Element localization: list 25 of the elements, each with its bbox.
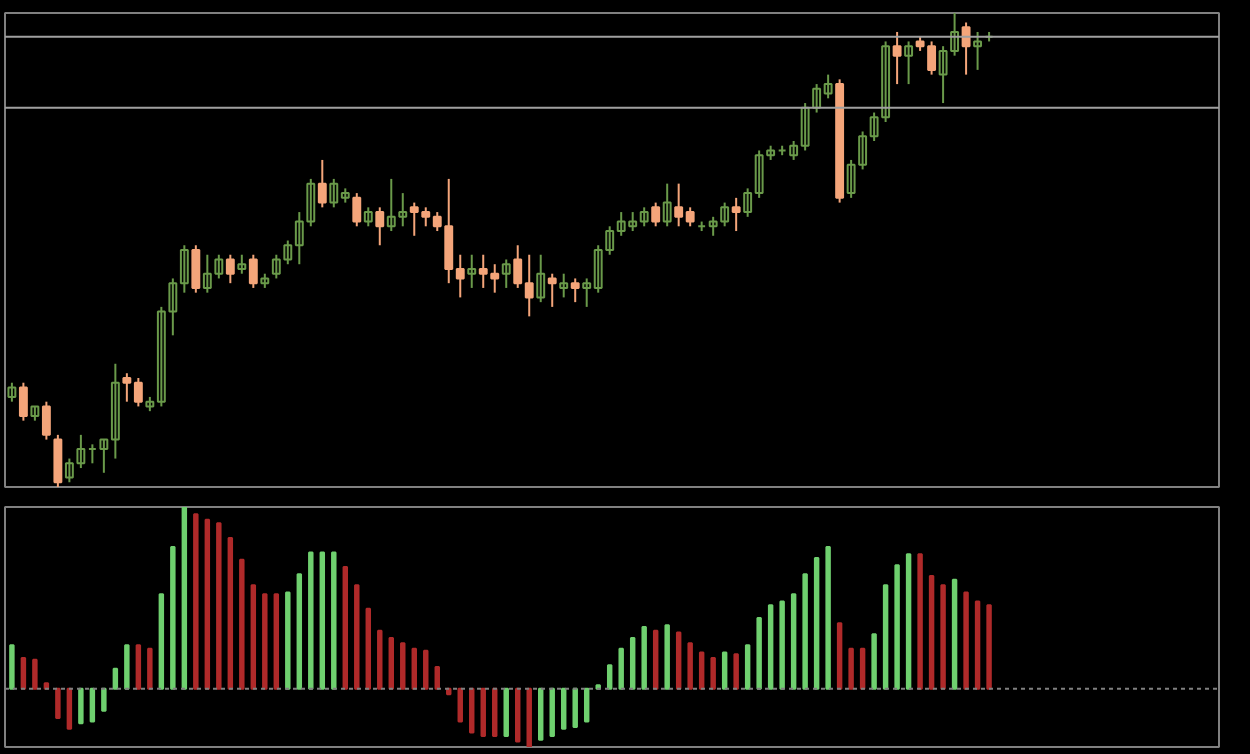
candlestick (53, 433, 63, 487)
candlestick (892, 30, 902, 86)
candlestick (375, 206, 385, 247)
candlestick (961, 21, 971, 76)
candlestick (651, 201, 661, 228)
candlestick (248, 253, 258, 289)
candlestick (18, 381, 28, 422)
candlestick (41, 400, 51, 441)
candlestick (559, 272, 569, 299)
candlestick (363, 206, 373, 228)
candlestick (904, 40, 914, 86)
candlestick (7, 381, 17, 403)
candlestick (547, 272, 557, 308)
candlestick (225, 253, 235, 285)
candlestick (352, 192, 362, 228)
candlestick (536, 253, 546, 304)
candlestick (467, 253, 477, 289)
candlestick (237, 253, 247, 275)
candlestick (973, 30, 983, 71)
candlestick (662, 182, 672, 228)
candlestick (191, 244, 201, 294)
candlestick (501, 258, 511, 289)
candlestick (731, 196, 741, 233)
candlestick (570, 277, 580, 304)
candlestick (317, 158, 327, 209)
